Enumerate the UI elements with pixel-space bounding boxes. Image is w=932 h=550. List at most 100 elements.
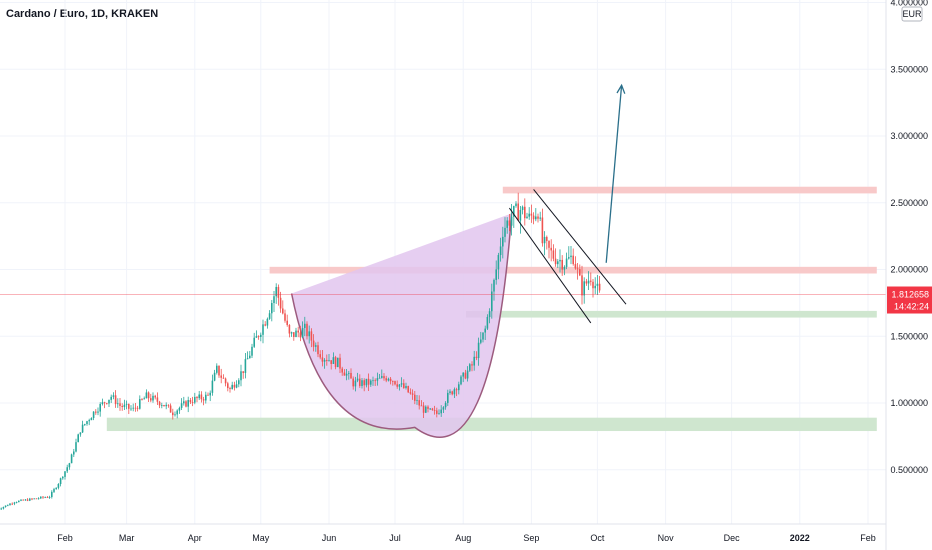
candle-body [64, 471, 66, 477]
candle-body [191, 402, 194, 403]
candle-body [70, 454, 73, 464]
currency-button[interactable] [901, 6, 923, 22]
candle-body [275, 286, 277, 297]
candle-body [196, 396, 198, 399]
candle-body [330, 360, 332, 364]
candle-body [139, 399, 141, 409]
candle-body [145, 392, 148, 399]
candle-body [163, 404, 165, 407]
candle-body [187, 400, 189, 407]
candle-body [552, 250, 555, 259]
candle-body [557, 261, 559, 265]
candle-body [249, 355, 251, 359]
candle-body [475, 356, 478, 359]
candles-layer [0, 192, 601, 510]
candle-body [438, 413, 440, 415]
candle-body [425, 406, 427, 413]
candle-body [273, 296, 275, 304]
candle-body [119, 403, 121, 406]
candle-body [180, 403, 183, 408]
candle-body [378, 377, 381, 379]
y-axis[interactable]: 4.000000 3.500000 3.000000 2.500000 2.000000… [885, 0, 928, 550]
candle-body [22, 499, 24, 501]
candle-body [81, 424, 84, 433]
candle-body [262, 324, 264, 335]
candle-body [238, 380, 240, 385]
candle-body [244, 359, 247, 373]
price-badge-countdown: 14:42:24 [894, 302, 929, 312]
x-tick-label: Feb [860, 533, 876, 543]
candle-body [20, 499, 22, 501]
y-tick-label: 2.000000 [890, 265, 928, 275]
candle-body [35, 498, 38, 500]
candle-body [227, 383, 229, 389]
candle-body [576, 268, 579, 270]
channel-line-1[interactable] [508, 207, 592, 324]
x-axis[interactable]: Feb Mar Apr May Jun Jul Aug Sep Oct Nov Dec 2022 Feb [0, 523, 886, 543]
candle-body [449, 391, 451, 393]
candle-body [354, 380, 357, 387]
candle-body [86, 421, 88, 425]
candle-body [486, 316, 489, 329]
candle-body [266, 318, 269, 326]
cup-curve [290, 213, 513, 438]
candle-body [57, 484, 60, 488]
candle-body [15, 502, 18, 503]
x-tick-label: Feb [57, 533, 73, 543]
candle-body [440, 409, 442, 414]
candle-body [0, 508, 2, 510]
candle-body [132, 407, 134, 409]
candle-body [484, 328, 486, 333]
candle-body [350, 372, 352, 379]
candle-body [422, 405, 425, 413]
candle-body [165, 404, 167, 407]
price-badge-bg [887, 286, 932, 314]
candle-body [154, 395, 156, 398]
candle-body [541, 217, 544, 244]
candle-body [53, 489, 55, 492]
candle-body [594, 285, 596, 289]
candle-body [198, 394, 200, 399]
channel-line-2[interactable] [533, 189, 627, 305]
candle-body [112, 395, 115, 397]
x-tick-label: Sep [523, 533, 539, 543]
candle-body [11, 503, 13, 505]
candle-body [405, 386, 407, 388]
candle-body [130, 408, 132, 410]
candle-body [407, 386, 409, 393]
y-tick-label: 3.500000 [890, 64, 928, 74]
candle-body [328, 360, 330, 362]
candle-body [596, 283, 599, 286]
candle-body [13, 502, 16, 504]
candle-body [447, 392, 449, 403]
candle-body [436, 410, 438, 414]
candle-body [235, 384, 238, 388]
candle-body [442, 407, 445, 410]
candle-body [279, 297, 282, 309]
candle-body [260, 334, 262, 337]
candle-body [101, 402, 104, 404]
candle-body [172, 412, 174, 416]
x-tick-label: Apr [188, 533, 202, 543]
y-tick-label: 4.000000 [890, 0, 928, 8]
candle-body [211, 380, 214, 393]
candle-body [339, 357, 341, 369]
candle-body [416, 400, 418, 401]
candle-body [420, 405, 423, 407]
candle-body [499, 246, 502, 256]
candle-body [176, 410, 178, 415]
x-tick-label: Jul [389, 533, 401, 543]
candle-body [189, 400, 192, 403]
candle-body [293, 332, 295, 337]
candle-body [374, 380, 376, 382]
candle-body [352, 378, 354, 387]
candle-body [574, 264, 577, 269]
candle-body [323, 359, 326, 362]
candle-body [95, 411, 97, 413]
forecast-arrow-line[interactable] [605, 85, 623, 263]
candle-body [2, 506, 5, 509]
candle-body [568, 257, 570, 259]
candle-body [508, 220, 511, 226]
candle-body [141, 399, 143, 400]
